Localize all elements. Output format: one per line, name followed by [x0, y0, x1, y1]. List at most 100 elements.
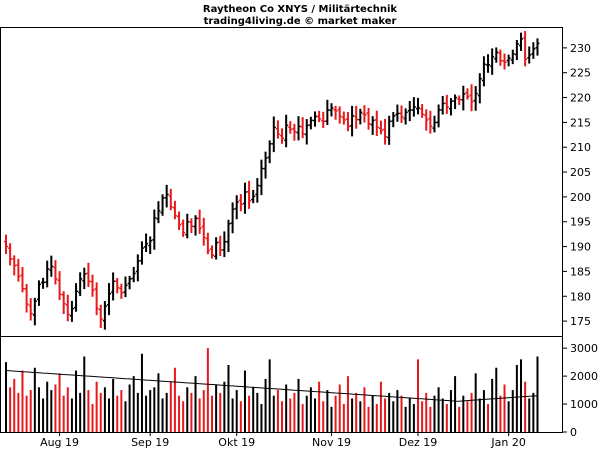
price-bar [350, 105, 355, 137]
date-tick-label: Nov 19 [312, 436, 351, 449]
price-bar [86, 262, 91, 287]
price-bar [321, 111, 326, 129]
price-bar [387, 115, 392, 145]
price-bar [90, 274, 95, 297]
price-bar [16, 258, 21, 282]
price-bar [160, 194, 165, 216]
price-bar [432, 115, 437, 133]
price-bar [28, 298, 33, 321]
chart-subtitle: trading4living.de © market maker [204, 16, 397, 27]
price-bar [465, 88, 470, 100]
price-tick-label: 200 [570, 191, 591, 204]
price-bar [255, 178, 260, 203]
price-bar [469, 84, 474, 112]
price-bar [218, 235, 223, 257]
price-bar [444, 94, 449, 114]
price-bar [164, 184, 169, 208]
price-bar [490, 48, 495, 75]
date-tick-label: Jan 20 [490, 436, 525, 449]
price-bar [399, 105, 404, 123]
price-axis: 175 180 185 190 195 200 205 210 215 220 225 230 [563, 42, 591, 328]
price-bar [139, 241, 144, 265]
price-bar [481, 56, 486, 87]
price-bar [210, 245, 214, 259]
price-bar [288, 121, 293, 134]
volume-moving-average-line [5, 370, 538, 402]
date-tick-label: Aug 19 [40, 436, 79, 449]
price-bar [308, 116, 313, 130]
price-bar [411, 97, 416, 117]
price-bar [403, 108, 408, 125]
price-bar [477, 73, 482, 104]
price-tick-label: 175 [570, 315, 591, 328]
price-bar [82, 267, 87, 290]
price-bar [94, 282, 99, 316]
price-bar [374, 110, 379, 136]
price-bar [424, 109, 429, 131]
price-bar [296, 116, 301, 141]
price-tick-label: 230 [570, 42, 591, 55]
price-bar [123, 276, 128, 298]
price-bar [152, 209, 157, 250]
price-bar [247, 180, 252, 209]
price-bar [366, 107, 371, 130]
price-bar [53, 260, 58, 285]
price-bar [383, 118, 388, 145]
price-bar [457, 95, 462, 105]
date-tick-label: Dez 19 [399, 436, 438, 449]
price-bar [242, 182, 247, 214]
price-bar [177, 211, 182, 231]
price-bar [280, 128, 285, 144]
price-bar [57, 271, 62, 301]
price-bar [416, 97, 420, 115]
price-bar [49, 255, 54, 277]
price-bar [502, 53, 507, 70]
price-bar [535, 38, 540, 56]
price-bar [193, 215, 198, 236]
volume-panel-frame [0, 336, 563, 433]
price-bar [337, 106, 342, 124]
price-bar [168, 188, 173, 211]
price-bar [510, 49, 515, 65]
date-tick-label: Okt 19 [218, 436, 255, 449]
price-bar [201, 217, 206, 246]
price-bar [300, 117, 305, 139]
price-bar [251, 189, 256, 204]
price-bar [156, 201, 161, 224]
price-bar [448, 98, 453, 116]
price-bar [119, 283, 124, 299]
price-bar [514, 40, 519, 61]
price-bar [304, 119, 309, 145]
price-bars [4, 31, 540, 330]
price-bar [144, 233, 149, 252]
price-bar [107, 283, 111, 316]
volume-tick-label: 0 [570, 426, 577, 439]
price-bar [36, 280, 41, 306]
price-bar [135, 254, 140, 282]
price-tick-label: 220 [570, 92, 591, 105]
price-bar [358, 108, 363, 125]
price-bar [222, 231, 227, 258]
price-bar [4, 234, 8, 255]
price-tick-label: 205 [570, 166, 591, 179]
price-bar [531, 42, 536, 59]
price-bar [436, 104, 441, 128]
price-bar [345, 112, 350, 132]
price-bar [185, 213, 190, 239]
price-bar [325, 99, 330, 125]
price-bar [275, 120, 280, 139]
price-bar [313, 111, 317, 127]
price-bar [12, 255, 17, 276]
price-bar [8, 243, 13, 266]
price-tick-label: 210 [570, 141, 591, 154]
price-bar [498, 49, 503, 66]
price-bar [428, 110, 433, 134]
price-bar [197, 209, 202, 234]
price-tick-label: 180 [570, 290, 591, 303]
price-bar [111, 272, 116, 301]
price-bar [473, 86, 478, 111]
date-tick-label: Sep 19 [131, 436, 169, 449]
price-bar [333, 105, 338, 120]
price-bar [494, 47, 499, 63]
